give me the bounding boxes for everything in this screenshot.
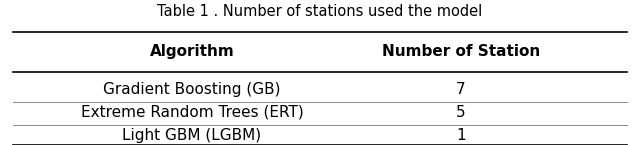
- Text: 7: 7: [456, 82, 466, 97]
- Text: 5: 5: [456, 105, 466, 120]
- Text: 1: 1: [456, 128, 466, 143]
- Text: Table 1 . Number of stations used the model: Table 1 . Number of stations used the mo…: [157, 4, 483, 19]
- Text: Light GBM (LGBM): Light GBM (LGBM): [122, 128, 262, 143]
- Text: Gradient Boosting (GB): Gradient Boosting (GB): [103, 82, 281, 97]
- Text: Extreme Random Trees (ERT): Extreme Random Trees (ERT): [81, 105, 303, 120]
- Text: Algorithm: Algorithm: [150, 44, 234, 59]
- Text: Number of Station: Number of Station: [381, 44, 540, 59]
